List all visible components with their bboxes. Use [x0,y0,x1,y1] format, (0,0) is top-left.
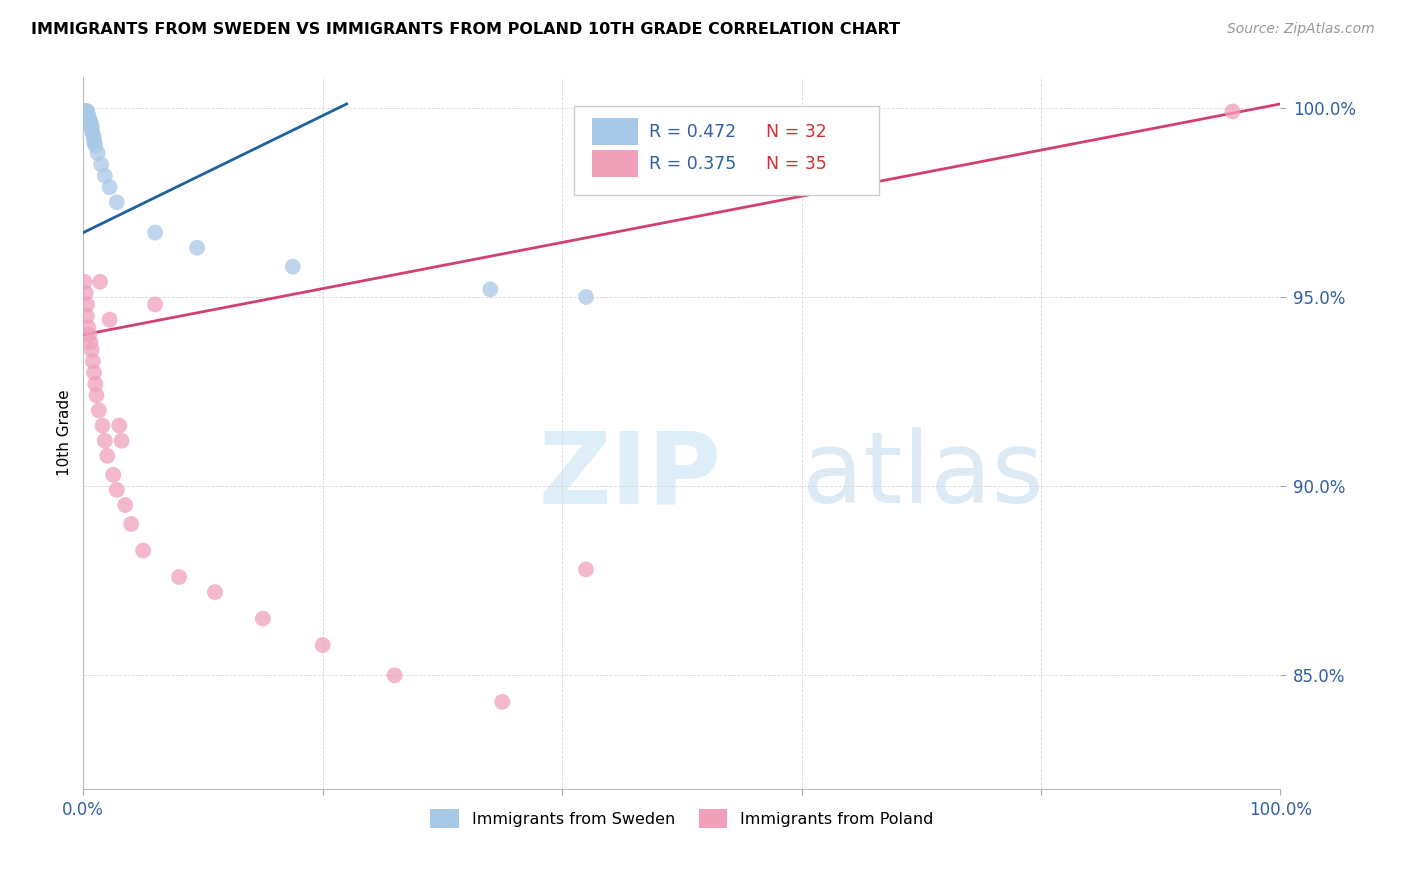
Point [94,434,117,448]
Point [79,116,101,130]
Point [80,343,103,357]
Point [87,403,110,417]
Point [1222,104,1244,119]
Point [73,104,96,119]
Text: N = 32: N = 32 [766,122,827,141]
Point [76,104,98,119]
Point [90,157,112,171]
Point [132,543,155,558]
Point [114,498,136,512]
Point [105,195,128,210]
Point [91,418,114,433]
Point [82,127,104,141]
Point [77,108,100,122]
Point [204,585,226,599]
Text: ZIP: ZIP [538,427,721,524]
Y-axis label: 10th Grade: 10th Grade [58,390,72,476]
Text: R = 0.375: R = 0.375 [650,154,737,172]
Point [89,275,111,289]
FancyBboxPatch shape [592,150,637,177]
Point [76,297,98,311]
Point [575,562,598,576]
Point [479,282,502,296]
Point [186,241,208,255]
Text: N = 35: N = 35 [766,154,827,172]
Point [110,434,132,448]
Point [83,131,105,145]
Point [77,112,100,126]
Point [120,516,142,531]
Point [82,354,104,368]
Point [77,320,100,334]
Text: Source: ZipAtlas.com: Source: ZipAtlas.com [1227,22,1375,37]
Point [103,467,125,482]
Legend: Immigrants from Sweden, Immigrants from Poland: Immigrants from Sweden, Immigrants from … [423,803,941,834]
Text: atlas: atlas [801,427,1043,524]
Point [252,611,274,625]
Point [167,570,190,584]
Point [73,104,96,119]
Point [281,260,304,274]
Point [79,335,101,350]
Point [491,695,513,709]
Point [143,226,166,240]
Point [384,668,406,682]
Point [75,286,97,301]
Point [76,104,98,119]
Point [98,312,121,326]
Point [83,366,105,380]
Point [77,108,100,122]
Point [77,112,100,126]
Point [575,290,598,304]
Point [86,388,108,402]
Point [94,169,117,183]
Point [96,449,118,463]
Point [98,180,121,194]
Point [73,275,96,289]
Point [79,116,101,130]
Text: IMMIGRANTS FROM SWEDEN VS IMMIGRANTS FROM POLAND 10TH GRADE CORRELATION CHART: IMMIGRANTS FROM SWEDEN VS IMMIGRANTS FRO… [31,22,900,37]
Text: R = 0.472: R = 0.472 [650,122,737,141]
Point [76,309,98,323]
Point [143,297,166,311]
Point [86,146,108,161]
FancyBboxPatch shape [592,118,637,145]
Point [108,418,131,433]
Point [312,638,335,652]
Point [75,104,97,119]
Point [84,138,107,153]
Point [80,123,103,137]
Point [105,483,128,497]
Point [76,104,98,119]
Point [77,327,100,342]
Point [83,135,105,149]
FancyBboxPatch shape [574,106,879,194]
Point [80,120,103,134]
Point [76,104,98,119]
Point [75,104,97,119]
Point [84,376,107,391]
